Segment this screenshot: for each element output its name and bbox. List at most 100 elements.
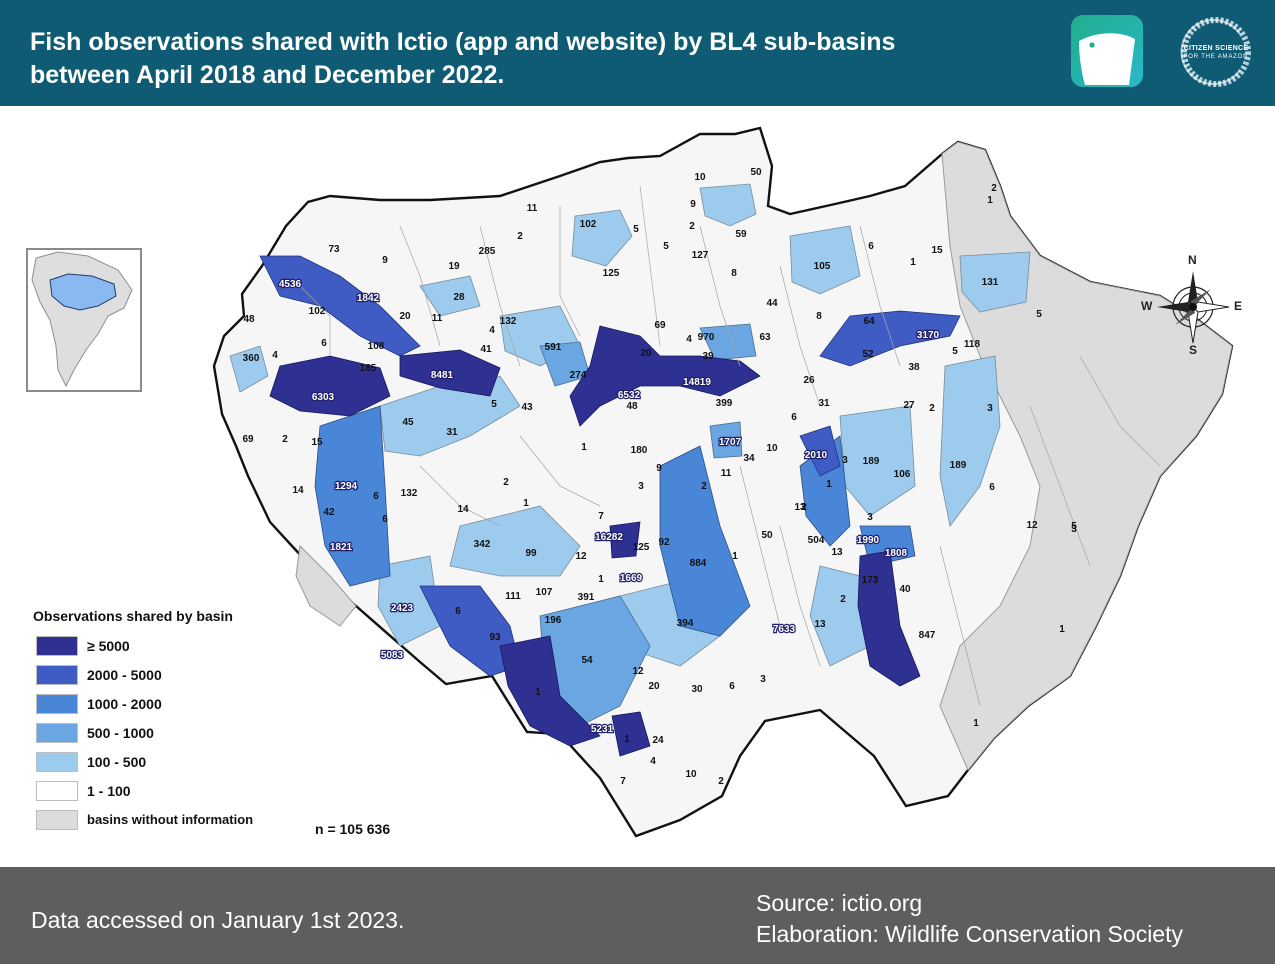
- ictio-app-logo: [1071, 15, 1143, 87]
- basin-count-label: 6: [868, 241, 874, 252]
- basin-count-label: 14819: [683, 377, 711, 388]
- basin-count-label: 28: [453, 292, 465, 303]
- basin-count-label: 14: [292, 485, 304, 496]
- legend-swatch-no-information: [36, 810, 78, 830]
- basin-count-label: 10: [694, 172, 706, 183]
- basin-count-label: 108: [368, 341, 385, 352]
- basin-count-label: 63: [759, 332, 771, 343]
- basin-count-label: 185: [360, 363, 377, 374]
- basin-count-label: 40: [899, 584, 911, 595]
- basin-count-label: 504: [808, 535, 825, 546]
- basin-count-label: 3: [638, 481, 644, 492]
- basin-count-label: 6: [729, 681, 735, 692]
- basin-count-label: 8481: [431, 370, 454, 381]
- basin-count-label: 69: [654, 320, 666, 331]
- legend-label-100-500: 100 - 500: [87, 754, 147, 770]
- basin-count-label: 847: [919, 630, 936, 641]
- map-title-line-2: between April 2018 and December 2022.: [30, 61, 505, 89]
- basin-count-label: 13: [794, 502, 806, 513]
- class-100-500-regions: [229, 183, 1031, 667]
- basin-count-label: 6: [791, 412, 797, 423]
- basin-count-label: 5: [1071, 521, 1077, 532]
- compass-east: E: [1234, 299, 1243, 313]
- basin-count-label: 41: [480, 344, 492, 355]
- basin-count-label: 189: [950, 460, 967, 471]
- basin-count-label: 50: [761, 530, 773, 541]
- basin-count-label: 4536: [279, 279, 302, 290]
- basin-count-label: 102: [309, 306, 326, 317]
- basin-count-label: 31: [818, 398, 830, 409]
- basin-count-label: 6: [321, 338, 327, 349]
- basin-count-label: 24: [652, 735, 664, 746]
- amazon-basin-highlight: [49, 273, 117, 311]
- class-5000-plus-regions: [269, 325, 921, 757]
- basin-count-label: 1: [987, 195, 993, 206]
- basin-count-label: 173: [862, 575, 879, 586]
- basin-count-label: 1: [826, 479, 832, 490]
- basin-count-label: 5083: [381, 650, 404, 661]
- basin-count-label: 2: [282, 434, 288, 445]
- compass-south: S: [1189, 343, 1198, 357]
- legend-swatch-2000-5000: [36, 665, 78, 685]
- basin-count-label: 43: [521, 402, 533, 413]
- legend-label-no-information: basins without information: [87, 812, 254, 827]
- basin-count-label: 6: [989, 482, 995, 493]
- basin-count-label: 180: [631, 445, 648, 456]
- basin-count-label: 8: [731, 268, 737, 279]
- basin-count-label: 11: [432, 313, 443, 324]
- basin-count-label: 7: [598, 511, 604, 522]
- data-accessed-note: Data accessed on January 1st 2023.: [31, 907, 405, 933]
- basin-count-label: 1: [535, 687, 541, 698]
- basin-count-label: 12: [575, 551, 587, 562]
- legend-row-1000-2000: 1000 - 2000: [33, 694, 413, 723]
- legend-swatch-1-100: [36, 781, 78, 801]
- basin-count-label: 50: [750, 167, 762, 178]
- basin-count-label: 52: [862, 349, 874, 360]
- basin-count-label: 9: [382, 255, 388, 266]
- basin-count-label: 102: [580, 219, 597, 230]
- basin-count-label: 13: [831, 547, 843, 558]
- basin-count-label: 11: [721, 468, 732, 479]
- basin-count-label: 3: [842, 455, 848, 466]
- basin-count-label: 5: [491, 399, 497, 410]
- basin-count-label: 5: [952, 346, 958, 357]
- basin-count-label: 9: [656, 463, 662, 474]
- basin-count-label: 106: [894, 469, 911, 480]
- basin-count-label: 1: [598, 574, 604, 585]
- basin-count-label: 7: [620, 776, 626, 787]
- map-area: 10 50 9 11 2 102 2 59 5 5 127 125 73 9 19 285 6 1 15 4536 18…: [0, 106, 1275, 952]
- basin-count-label: 391: [578, 592, 595, 603]
- legend-row-5000-plus: ≥ 5000: [33, 636, 413, 665]
- basin-count-label: 1707: [719, 437, 742, 448]
- basin-count-label: 8: [816, 311, 822, 322]
- basin-count-label: 3170: [917, 330, 940, 341]
- map-title-line-1: Fish observations shared with Ictio (app…: [30, 28, 896, 56]
- basin-count-label: 131: [982, 277, 999, 288]
- basin-count-label: 99: [525, 548, 537, 559]
- basin-count-label: 26: [803, 375, 815, 386]
- basin-count-label: 105: [814, 261, 831, 272]
- footer-banner: Data accessed on January 1st 2023. Sourc…: [0, 867, 1275, 964]
- basin-count-label: 2010: [805, 450, 828, 461]
- basin-count-label: 48: [626, 401, 638, 412]
- basin-count-label: 16282: [595, 532, 623, 543]
- compass-west: W: [1141, 299, 1153, 313]
- basin-count-label: 20: [640, 348, 652, 359]
- basin-count-label: 14: [457, 504, 469, 515]
- observation-total: n = 105 636: [315, 821, 391, 837]
- basin-count-label: 1842: [357, 293, 380, 304]
- basin-count-label: 48: [243, 314, 255, 325]
- basin-count-label: 1: [973, 718, 979, 729]
- basin-count-label: 44: [766, 298, 778, 309]
- basin-count-label: 12: [632, 666, 644, 677]
- basin-count-label: 15: [311, 437, 323, 448]
- cs-logo-line-1: CITIZEN SCIENCE: [1183, 45, 1249, 52]
- legend-row-1-100: 1 - 100: [33, 781, 413, 810]
- basin-count-label: 92: [658, 537, 670, 548]
- basin-count-label: 11: [527, 203, 538, 214]
- basin-count-label: 3: [867, 512, 873, 523]
- basin-count-label: 69: [242, 434, 254, 445]
- basin-count-label: 127: [692, 250, 709, 261]
- class-2000-5000-regions: [259, 255, 961, 677]
